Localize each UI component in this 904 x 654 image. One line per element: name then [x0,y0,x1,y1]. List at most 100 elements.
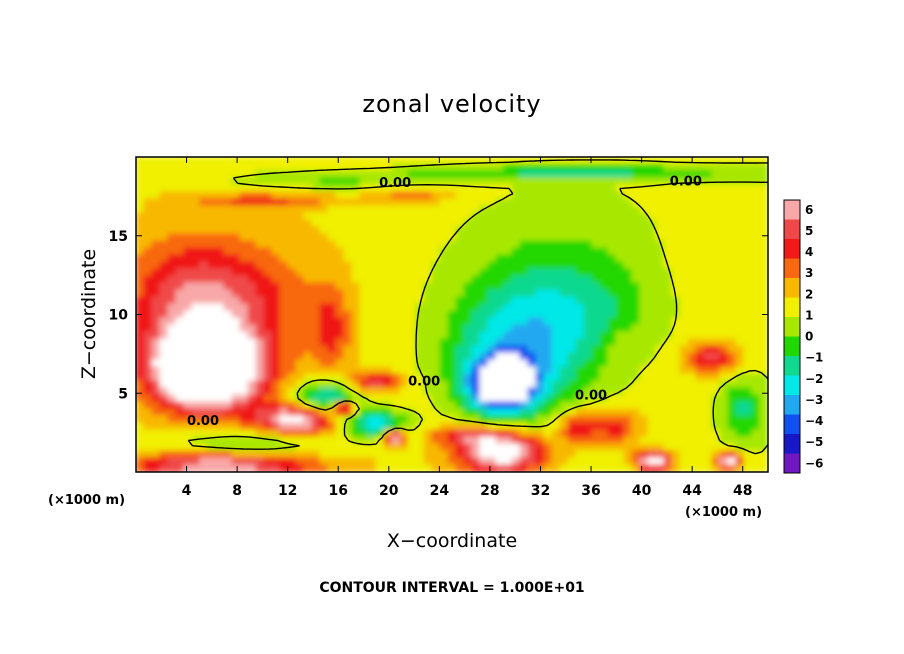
heatmap-cell [271,345,281,354]
heatmap-cell [559,324,569,333]
heatmap-cell [519,366,529,375]
heatmap-cell [439,394,449,403]
heatmap-cell [727,247,737,256]
heatmap-cell [479,366,489,375]
heatmap-cell [527,310,537,319]
x-axis-ticks: 4 8 12 16 20 24 28 32 36 40 44 48 [182,157,752,499]
heatmap-cell [343,324,353,333]
heatmap-cell [399,401,409,410]
heatmap-cell [143,317,153,326]
heatmap-cell [543,380,553,389]
heatmap-cell [351,310,361,319]
heatmap-cell [591,212,601,221]
heatmap-cell [495,198,505,207]
heatmap-cell [527,394,537,403]
heatmap-cell [223,422,233,431]
heatmap-cell [399,261,409,270]
heatmap-cell [647,289,657,298]
heatmap-cell [551,303,561,312]
heatmap-cell [407,296,417,305]
heatmap-cell [519,443,529,452]
heatmap-cell [391,380,401,389]
heatmap-cell [431,450,441,459]
heatmap-cell [655,317,665,326]
heatmap-cell [439,373,449,382]
heatmap-cell [303,338,313,347]
heatmap-cell [719,198,729,207]
heatmap-cell [639,331,649,340]
heatmap-cell [719,233,729,242]
heatmap-cell [423,163,433,172]
heatmap-cell [271,324,281,333]
heatmap-cell [639,359,649,368]
heatmap-cell [255,450,265,459]
heatmap-cell [247,296,257,305]
heatmap-cell [583,373,593,382]
colorbar-swatch [784,219,800,240]
heatmap-cell [679,338,689,347]
heatmap-cell [711,296,721,305]
heatmap-cell [583,163,593,172]
heatmap-cell [351,247,361,256]
heatmap-cell [295,443,305,452]
heatmap-cell [503,387,513,396]
heatmap-cell [631,457,641,466]
heatmap-cell [327,457,337,466]
heatmap-cell [247,359,257,368]
heatmap-cell [575,177,585,186]
heatmap-cell [447,324,457,333]
colorbar-swatch [784,453,800,474]
heatmap-cell [215,436,225,445]
heatmap-cell [495,170,505,179]
heatmap-cell [559,226,569,235]
heatmap-cell [303,408,313,417]
heatmap-cell [487,366,497,375]
heatmap-cell [239,331,249,340]
heatmap-cell [607,170,617,179]
heatmap-cell [495,219,505,228]
heatmap-cell [727,422,737,431]
heatmap-cell [375,212,385,221]
heatmap-cell [495,415,505,424]
heatmap-cell [399,408,409,417]
heatmap-cell [615,338,625,347]
heatmap-cell [231,457,241,466]
heatmap-cell [639,394,649,403]
heatmap-cell [319,345,329,354]
heatmap-cell [175,387,185,396]
heatmap-cell [359,345,369,354]
heatmap-cell [215,338,225,347]
heatmap-cell [455,359,465,368]
heatmap-cell [599,366,609,375]
heatmap-cell [487,310,497,319]
heatmap-cell [671,205,681,214]
heatmap-cell [343,268,353,277]
heatmap-cell [375,457,385,466]
heatmap-cell [255,247,265,256]
heatmap-cell [175,359,185,368]
heatmap-cell [679,443,689,452]
heatmap-cell [503,380,513,389]
heatmap-cell [495,282,505,291]
heatmap-cell [391,289,401,298]
heatmap-cell [207,177,217,186]
heatmap-cell [431,464,441,472]
heatmap-cell [631,170,641,179]
heatmap-cell [287,380,297,389]
heatmap-cell [343,219,353,228]
heatmap-cell [431,310,441,319]
heatmap-cell [495,338,505,347]
heatmap-cell [367,436,377,445]
heatmap-cell [199,212,209,221]
heatmap-cell [167,282,177,291]
heatmap-cell [455,352,465,361]
heatmap-cell [423,443,433,452]
heatmap-cell [319,275,329,284]
heatmap-cell [375,366,385,375]
heatmap-cell [223,436,233,445]
heatmap-cell [423,282,433,291]
heatmap-cell [735,450,745,459]
heatmap-cell [295,240,305,249]
heatmap-cell [143,205,153,214]
heatmap-cell [287,240,297,249]
